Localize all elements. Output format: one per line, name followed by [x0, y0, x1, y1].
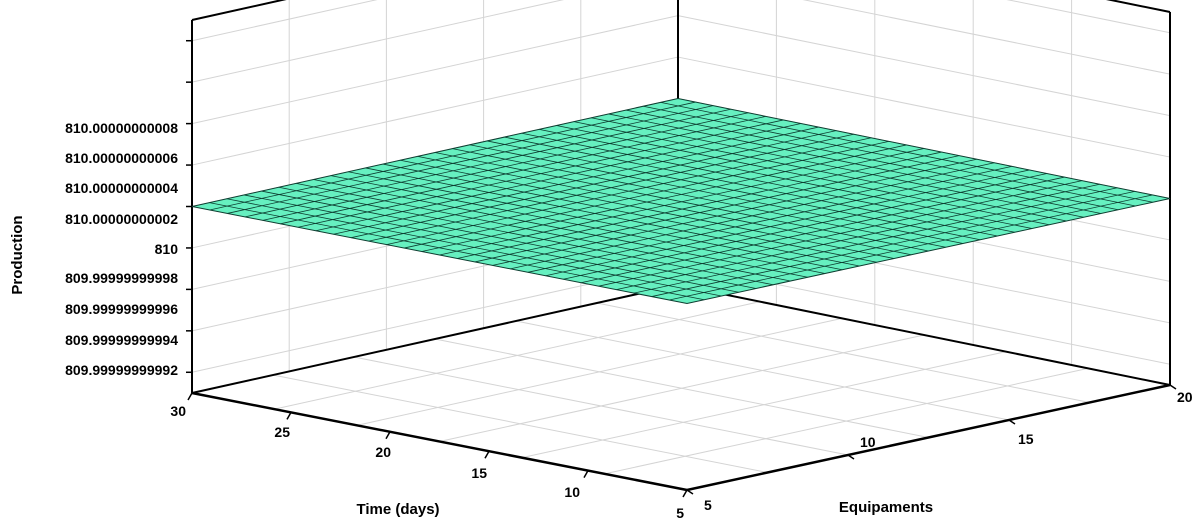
equipaments-tick-mark: [1169, 384, 1177, 390]
equipaments-tick-label: 20: [1177, 389, 1193, 405]
surface-mesh-line: [539, 128, 1033, 229]
frame-edge: [191, 284, 679, 394]
z-tick-label: 810.00000000008: [65, 120, 178, 136]
time-tick-label: 10: [564, 484, 580, 500]
z-tick-label: 810.00000000006: [65, 150, 178, 166]
z-axis-title: Production: [9, 215, 26, 294]
surface-mesh-line: [563, 173, 1048, 280]
time-tick-label: 15: [471, 465, 487, 481]
frame-edge: [677, 284, 1171, 386]
equipaments-tick-mark: [686, 489, 694, 495]
time-tick-label: 5: [676, 505, 684, 521]
surface-mesh-line: [625, 109, 1119, 211]
time-tick-label: 25: [274, 424, 290, 440]
time-tick-label: 20: [375, 444, 391, 460]
surface-mesh-line: [457, 151, 942, 259]
surface-mesh-line: [580, 176, 1065, 284]
frame-edge: [191, 391, 688, 492]
z-tick-label: 809.99999999994: [65, 332, 178, 348]
surface-mesh-line: [633, 187, 1118, 294]
equipaments-tick-mark: [847, 454, 855, 460]
surface-mesh-line: [527, 165, 1012, 273]
z-tick-label: 809.99999999992: [65, 362, 178, 378]
time-tick-mark: [187, 392, 193, 401]
surface-mesh: [191, 97, 1171, 305]
surface-mesh-line: [521, 132, 1015, 233]
surface-mesh-line: [573, 121, 1067, 222]
surface-mesh-line: [452, 148, 946, 248]
z-tick-label: 809.99999999996: [65, 301, 178, 317]
z-tick-label: 810.00000000004: [65, 180, 178, 196]
surface-mesh-line: [469, 144, 964, 244]
wall-gridline: [191, 0, 378, 42]
time-tick-mark: [385, 431, 391, 440]
equipaments-tick-mark: [1008, 419, 1016, 425]
surface-mesh-line: [608, 113, 1102, 214]
frame-edge: [1105, 0, 1171, 13]
surface-mesh-line: [651, 190, 1135, 297]
equipaments-tick-label: 15: [1018, 431, 1034, 447]
z-axis-tick-labels: 809.99999999992 809.99999999994 809.9999…: [65, 120, 178, 378]
surface-mesh-line: [643, 105, 1136, 207]
surface-mesh-line: [492, 158, 977, 266]
time-axis-title: Time (days): [356, 501, 439, 518]
equipaments-tick-label: 5: [704, 497, 712, 513]
wall-gridline: [191, 0, 565, 83]
surface-mesh-line: [486, 140, 981, 241]
z-tick-label: 810.00000000002: [65, 211, 178, 227]
frame-edge: [191, 0, 287, 21]
time-axis-tick-labels: 30 25 20 15 10 5: [170, 403, 684, 521]
surface-mesh-line: [504, 136, 998, 237]
surface-mesh-line: [616, 183, 1100, 291]
surface-mesh-line: [591, 117, 1084, 218]
surface-plane: [191, 97, 1171, 305]
z-tick-label: 810: [155, 241, 179, 257]
wall-gridline: [191, 56, 679, 166]
equipaments-tick-label: 10: [860, 434, 876, 450]
frame-edge: [686, 383, 1171, 492]
floor-gridline: [596, 302, 1090, 403]
time-tick-label: 30: [170, 403, 186, 419]
surface-mesh-line: [474, 155, 960, 263]
wall-gridline: [677, 56, 1171, 158]
surface-mesh-line: [556, 125, 1050, 226]
equipaments-axis-tick-labels: 5 10 15 20: [704, 389, 1193, 513]
surface-mesh-line: [545, 169, 1030, 277]
time-tick-mark: [484, 450, 490, 459]
wall-gridline: [802, 0, 1171, 75]
time-tick-mark: [286, 412, 292, 420]
surface-mesh-line: [598, 180, 1083, 287]
wall-gridline: [677, 15, 1171, 117]
wall-gridline: [1006, 0, 1171, 34]
time-tick-mark: [682, 489, 688, 498]
tick-marks: [186, 39, 1177, 498]
surface-mesh-line: [669, 194, 1153, 301]
surface-mesh-line: [510, 162, 995, 270]
surface-mesh-line: [439, 148, 925, 256]
z-tick-label: 809.99999999998: [65, 270, 178, 286]
time-tick-mark: [583, 470, 589, 478]
wall-gridline: [191, 15, 679, 125]
surface-mesh-line: [660, 101, 1153, 203]
equipaments-axis-title: Equipaments: [839, 499, 933, 516]
